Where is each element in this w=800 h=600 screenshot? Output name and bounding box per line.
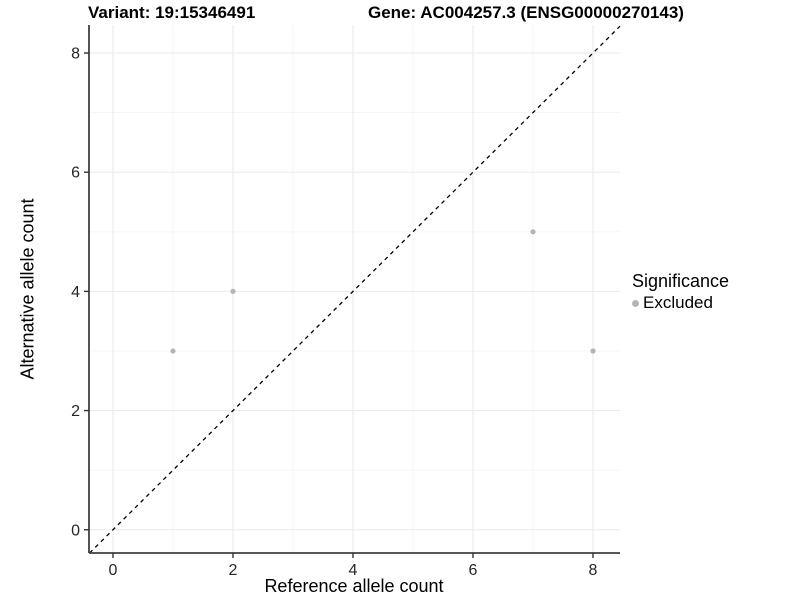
y-tick-label: 6 bbox=[71, 165, 80, 182]
y-tick-label: 4 bbox=[71, 284, 80, 301]
x-tick-label: 2 bbox=[229, 562, 238, 579]
legend-key-dot-icon bbox=[632, 299, 639, 307]
data-point bbox=[590, 348, 596, 354]
x-tick-label: 4 bbox=[349, 562, 358, 579]
data-point bbox=[530, 229, 536, 235]
x-tick-label: 6 bbox=[469, 562, 478, 579]
data-point bbox=[230, 288, 236, 294]
legend-item-label: Excluded bbox=[643, 293, 713, 312]
variant-title: Variant: 19:15346491 bbox=[88, 3, 256, 22]
y-axis-title: Alternative allele count bbox=[17, 198, 38, 380]
legend-item-excluded: Excluded bbox=[632, 293, 729, 313]
y-tick-label: 8 bbox=[71, 46, 80, 63]
legend-title: Significance bbox=[632, 271, 730, 291]
data-point bbox=[170, 348, 176, 354]
legend: Significance Excluded bbox=[632, 271, 729, 313]
y-tick-label: 0 bbox=[71, 522, 80, 539]
gene-title: Gene: AC004257.3 (ENSG00000270143) bbox=[368, 3, 684, 22]
x-tick-label: 0 bbox=[109, 562, 118, 579]
x-tick-label: 8 bbox=[589, 562, 598, 579]
x-axis-title: Reference allele count bbox=[264, 576, 444, 596]
identity-line bbox=[89, 25, 621, 554]
y-tick-label: 2 bbox=[71, 403, 80, 420]
